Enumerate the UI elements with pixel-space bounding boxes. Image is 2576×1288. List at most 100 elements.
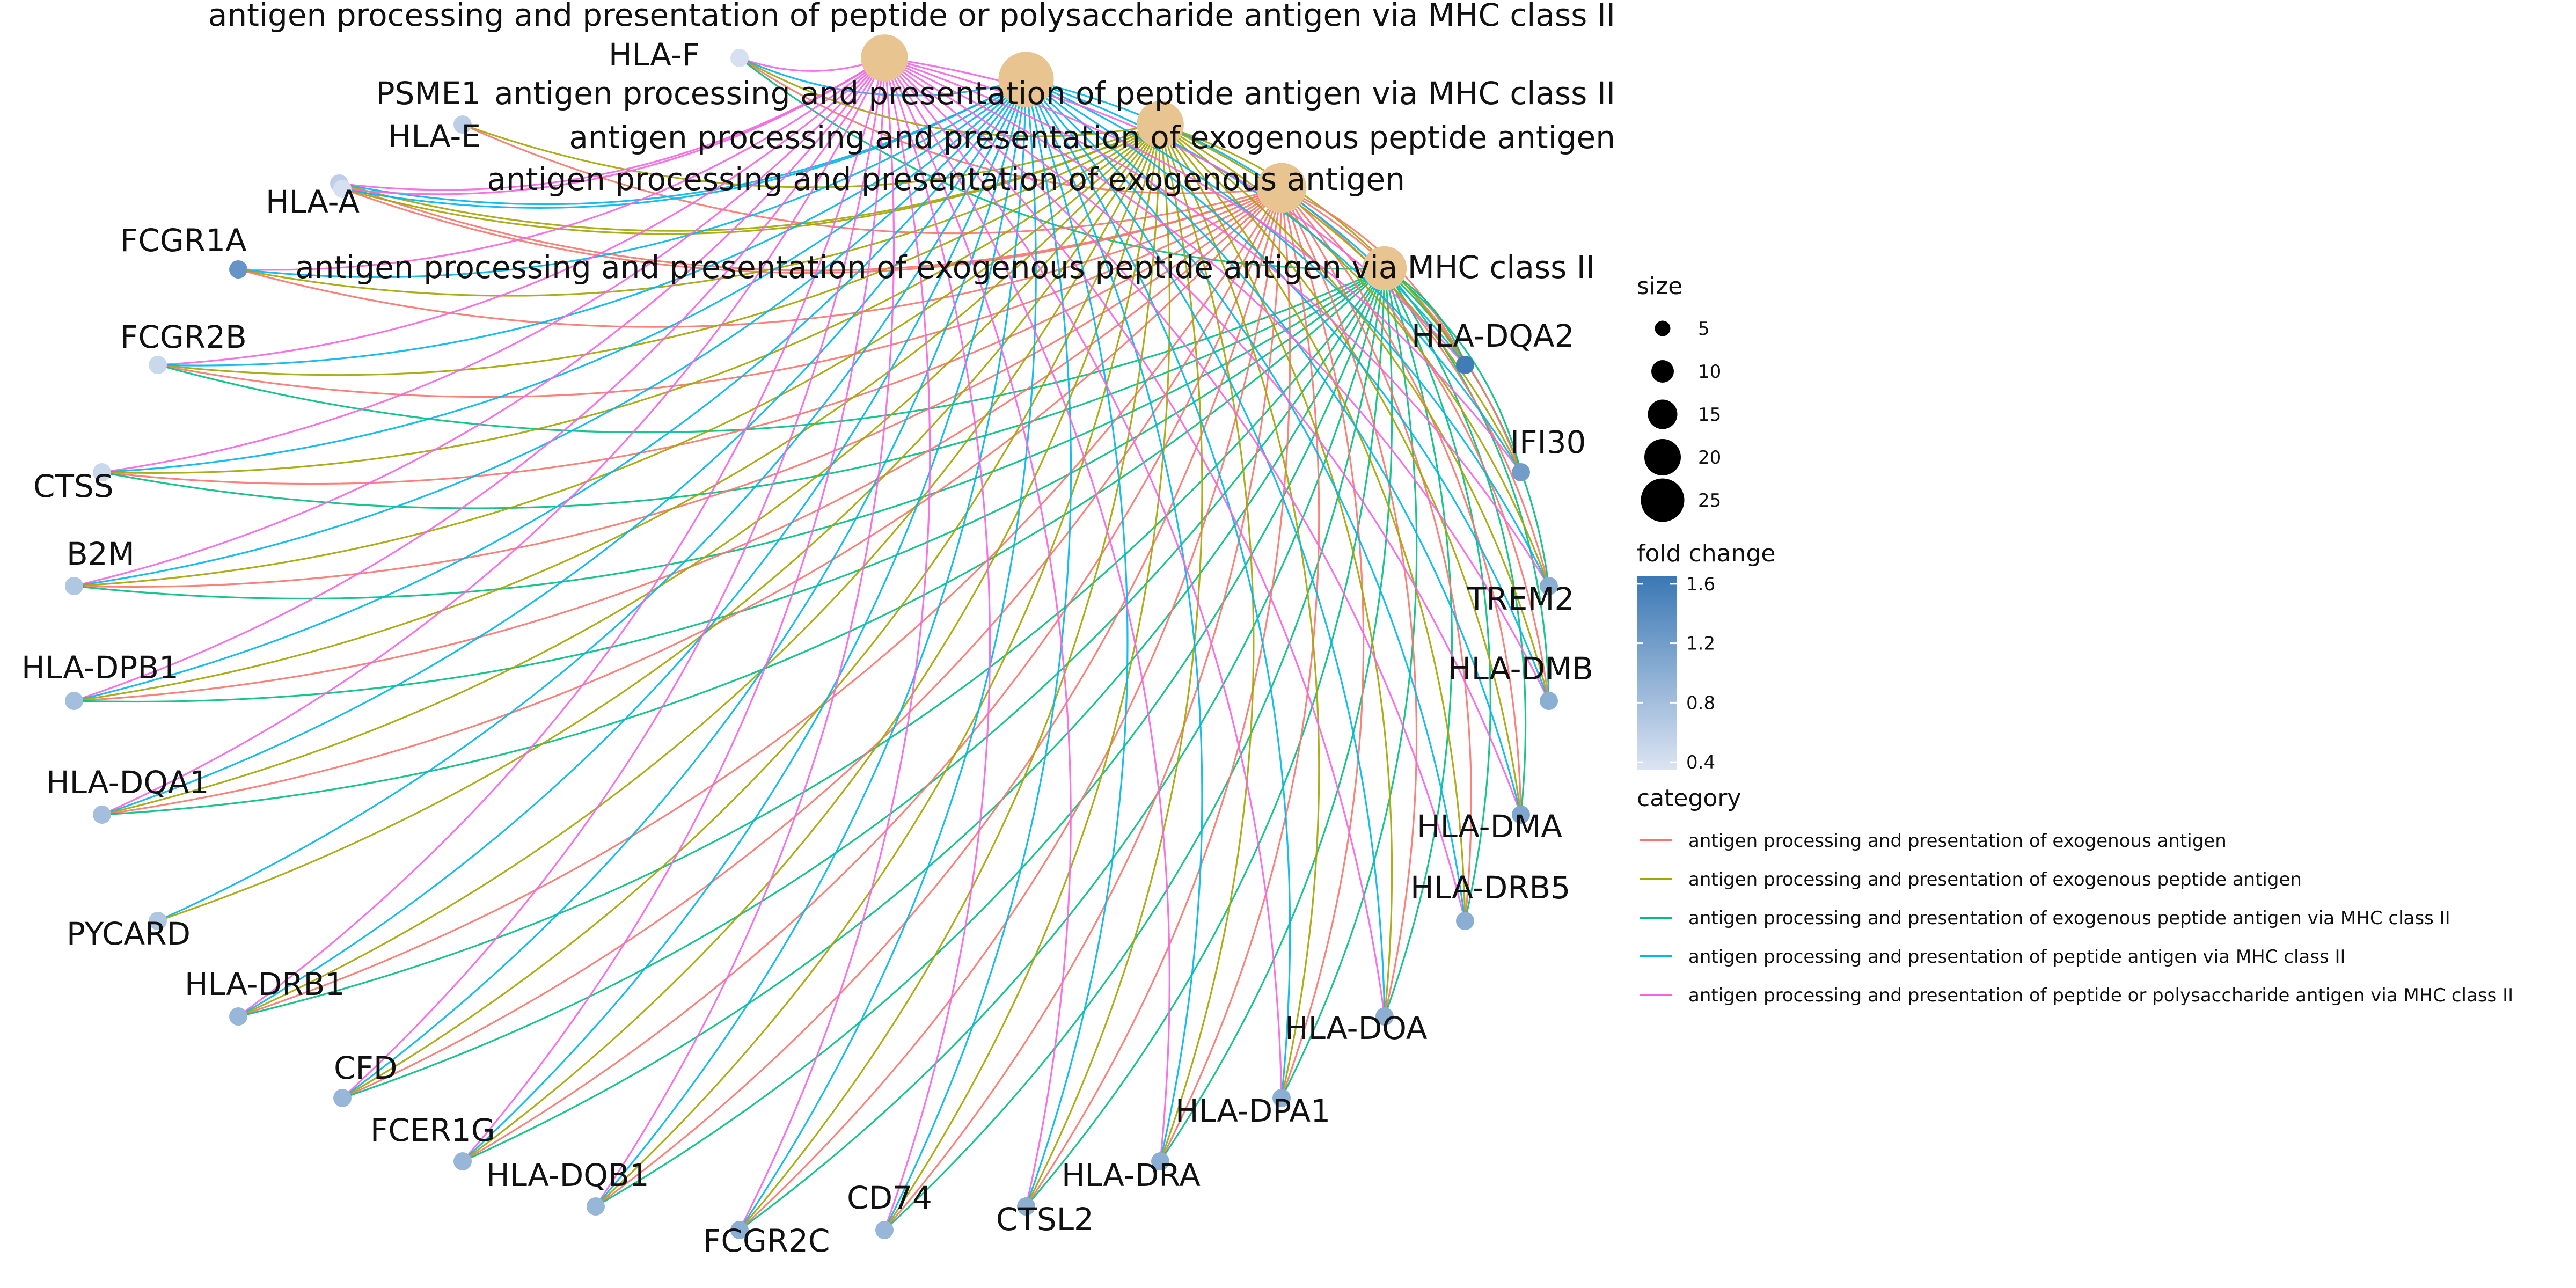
edge-hla-doa-pathway-3 [1159, 124, 1393, 1017]
gene-node-fcgr2b [149, 356, 167, 374]
edge-hla-drb5-pathway-1 [884, 57, 1466, 921]
pathway-label-1: antigen processing and presentation of p… [208, 0, 1615, 33]
edge-ifi30-pathway-4 [1281, 187, 1522, 473]
gene-label-hla-f: HLA-F [609, 36, 700, 73]
gene-labels: HLA-F PSME1 HLA-E HLA-A FCGR1A FCGR2B CTSS B2M H… [21, 36, 1593, 1259]
gene-node-hla-dpa1 [1272, 1089, 1291, 1107]
category-label-1: antigen processing and presentation of e… [1688, 830, 2227, 852]
gene-node-hla-dqa1 [93, 806, 111, 824]
edge-hla-dma-pathway-4 [1280, 187, 1522, 815]
edge-hla-dma-pathway-5 [1384, 268, 1527, 815]
color-tick-label-2: 0.8 [1686, 692, 1715, 714]
gene-node-ctss [93, 463, 111, 481]
edge-trem2-pathway-2 [1026, 78, 1550, 587]
gene-node-ctsl2 [1017, 1197, 1035, 1216]
size-legend-key-15 [1648, 399, 1678, 429]
gene-node-hla-dpb1 [65, 692, 83, 710]
edge-fcgr2b-pathway-2 [157, 78, 1027, 367]
category-label-2: antigen processing and presentation of e… [1688, 869, 2302, 890]
edge-hla-dmb-pathway-1 [884, 57, 1550, 701]
edge-trem2-pathway-4 [1281, 187, 1550, 587]
edge-ctsl2-pathway-4 [1025, 187, 1291, 1207]
edge-hla-dqa1-pathway-2 [101, 79, 1027, 816]
pathway-label-4: antigen processing and presentation of e… [487, 161, 1405, 197]
edge-hla-dpa1-pathway-3 [1159, 124, 1320, 1099]
gene-label-hla-dqa2: HLA-DQA2 [1411, 318, 1574, 354]
gene-node-fcgr1a [229, 260, 247, 279]
gene-label-cd74: CD74 [847, 1180, 932, 1216]
edge-hla-dqb1-pathway-1 [595, 57, 895, 1207]
size-legend-key-20 [1644, 439, 1681, 475]
edge-hla-drb5-pathway-4 [1280, 187, 1473, 921]
gene-label-fcgr2b: FCGR2B [120, 319, 247, 355]
edge-fcgr2b-pathway-1 [157, 57, 885, 366]
edge-fcgr1a-pathway-3 [238, 123, 1161, 297]
size-legend-key-10 [1651, 360, 1674, 383]
edge-hla-dpb1-pathway-5 [74, 267, 1385, 703]
edge-hla-dpb1-pathway-4 [74, 187, 1283, 702]
edge-hla-dqa1-pathway-5 [101, 267, 1386, 816]
edge-ctsl2-pathway-1 [883, 57, 1072, 1207]
gene-node-hla-drb1 [229, 1007, 247, 1026]
edge-fcgr2c-pathway-1 [738, 57, 931, 1231]
gene-node-hla-a [333, 180, 352, 198]
gene-node-hla-drb5 [1456, 912, 1474, 930]
gene-node-cd74 [875, 1221, 894, 1239]
edge-ctsl2-pathway-2 [1025, 79, 1129, 1207]
category-label-3: antigen processing and presentation of e… [1688, 908, 2450, 929]
edge-fcgr2c-pathway-4 [738, 187, 1283, 1231]
edge-b2m-pathway-2 [74, 78, 1027, 587]
edge-hla-dmb-pathway-3 [1160, 123, 1550, 701]
gene-label-hla-a: HLA-A [266, 184, 360, 220]
edge-hla-dpb1-pathway-2 [74, 79, 1027, 702]
edge-cfd-pathway-2 [342, 79, 1027, 1099]
gene-node-psme1 [453, 115, 472, 134]
size-legend-key-5 [1655, 320, 1671, 336]
edge-hla-dqb1-pathway-4 [595, 187, 1283, 1208]
gene-node-hla-doa [1375, 1007, 1394, 1026]
pathway-nodes [861, 34, 1407, 291]
edge-ctsl2-pathway-3 [1025, 124, 1203, 1207]
edge-hla-doa-pathway-2 [1025, 78, 1386, 1017]
color-tick-label-0: 1.6 [1686, 574, 1715, 595]
edge-cfd-pathway-5 [342, 268, 1386, 1099]
category-legend: antigen processing and presentation of e… [1640, 830, 2513, 1006]
gene-node-hla-dma [1512, 806, 1530, 824]
edge-hla-a-pathway-4 [342, 187, 1282, 274]
edge-fcgr2b-pathway-5 [157, 267, 1385, 434]
size-legend-label-15: 15 [1698, 404, 1721, 426]
edge-hla-dra-pathway-2 [1025, 79, 1203, 1162]
edge-hla-dma-pathway-1 [884, 57, 1522, 815]
gene-node-fcgr2c [730, 1221, 749, 1239]
gene-label-cfd: CFD [334, 1050, 398, 1086]
category-legend-title: category [1637, 785, 1741, 812]
size-legend-label-5: 5 [1698, 318, 1710, 340]
edge-hla-doa-pathway-4 [1280, 187, 1418, 1017]
category-label-4: antigen processing and presentation of p… [1688, 946, 2346, 968]
edge-ctss-pathway-2 [101, 78, 1027, 473]
color-legend-ticks: 1.6 1.2 0.8 0.4 [1637, 574, 1715, 773]
gene-label-hla-dra: HLA-DRA [1062, 1157, 1201, 1194]
size-legend: 5 10 15 20 25 [1641, 318, 1721, 522]
gene-node-hla-dqa2 [1456, 356, 1474, 374]
edge-trem2-pathway-1 [884, 57, 1550, 587]
color-tick-label-1: 1.2 [1686, 633, 1715, 655]
edge-fcgr2c-pathway-3 [738, 124, 1161, 1231]
edge-hla-dma-pathway-2 [1026, 78, 1522, 815]
pathway-label-5: antigen processing and presentation of e… [295, 249, 1595, 286]
size-legend-label-10: 10 [1698, 361, 1721, 383]
edge-hla-a-pathway-1 [342, 57, 885, 195]
gene-label-hla-dma: HLA-DMA [1417, 808, 1562, 845]
pathway-node-5 [1362, 246, 1407, 291]
edge-hla-dra-pathway-1 [883, 57, 1170, 1162]
edge-cfd-pathway-1 [341, 57, 885, 1099]
edges [74, 57, 1550, 1231]
gene-node-hla-dra [1151, 1152, 1169, 1170]
fold-change-colorbar [1637, 576, 1677, 770]
edge-hla-dpa1-pathway-4 [1280, 187, 1365, 1099]
edge-hla-drb1-pathway-5 [238, 268, 1386, 1018]
gene-node-trem2 [1540, 577, 1558, 595]
gene-label-fcer1g: FCER1G [370, 1112, 495, 1148]
edge-hla-dpb1-pathway-1 [74, 57, 885, 702]
